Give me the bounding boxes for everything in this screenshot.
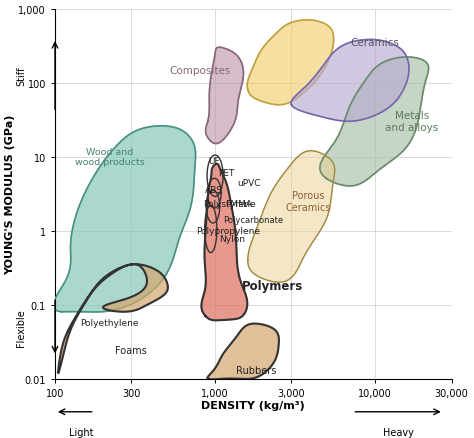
Text: Wood and
wood products: Wood and wood products (75, 148, 145, 167)
Polygon shape (320, 58, 428, 187)
Polygon shape (58, 265, 168, 373)
Text: Stiff: Stiff (16, 66, 26, 86)
Text: Polypropylene: Polypropylene (196, 226, 260, 236)
Text: Flexible: Flexible (16, 308, 26, 346)
Polygon shape (247, 21, 334, 106)
Text: Nylon: Nylon (219, 234, 245, 244)
Text: Polycarbonate: Polycarbonate (224, 216, 284, 225)
Text: Porous
Ceramics: Porous Ceramics (285, 191, 331, 212)
Text: Polymers: Polymers (242, 279, 304, 293)
Text: Light: Light (69, 427, 93, 437)
Y-axis label: YOUNG'S MODULUS (GPa): YOUNG'S MODULUS (GPa) (6, 114, 16, 274)
Text: Polystyrene: Polystyrene (203, 200, 255, 209)
Text: Metals
and alloys: Metals and alloys (385, 111, 439, 133)
Text: PMMA: PMMA (226, 200, 252, 209)
Text: Heavy: Heavy (383, 427, 413, 437)
Text: Ceramics: Ceramics (351, 38, 400, 48)
Polygon shape (291, 40, 409, 122)
Polygon shape (208, 324, 279, 379)
Text: Polyethylene: Polyethylene (81, 318, 139, 327)
Polygon shape (53, 127, 196, 312)
Polygon shape (206, 48, 244, 144)
Text: Composites: Composites (169, 65, 230, 75)
Polygon shape (201, 164, 247, 321)
Text: UF: UF (208, 157, 219, 166)
Polygon shape (248, 151, 335, 283)
Text: Foams: Foams (116, 346, 147, 356)
Text: uPVC: uPVC (237, 178, 261, 187)
Text: Rubbers: Rubbers (236, 365, 276, 375)
Text: ABS: ABS (205, 185, 223, 194)
X-axis label: DENSITY (kg/m³): DENSITY (kg/m³) (201, 400, 305, 410)
Text: PET: PET (219, 169, 235, 178)
